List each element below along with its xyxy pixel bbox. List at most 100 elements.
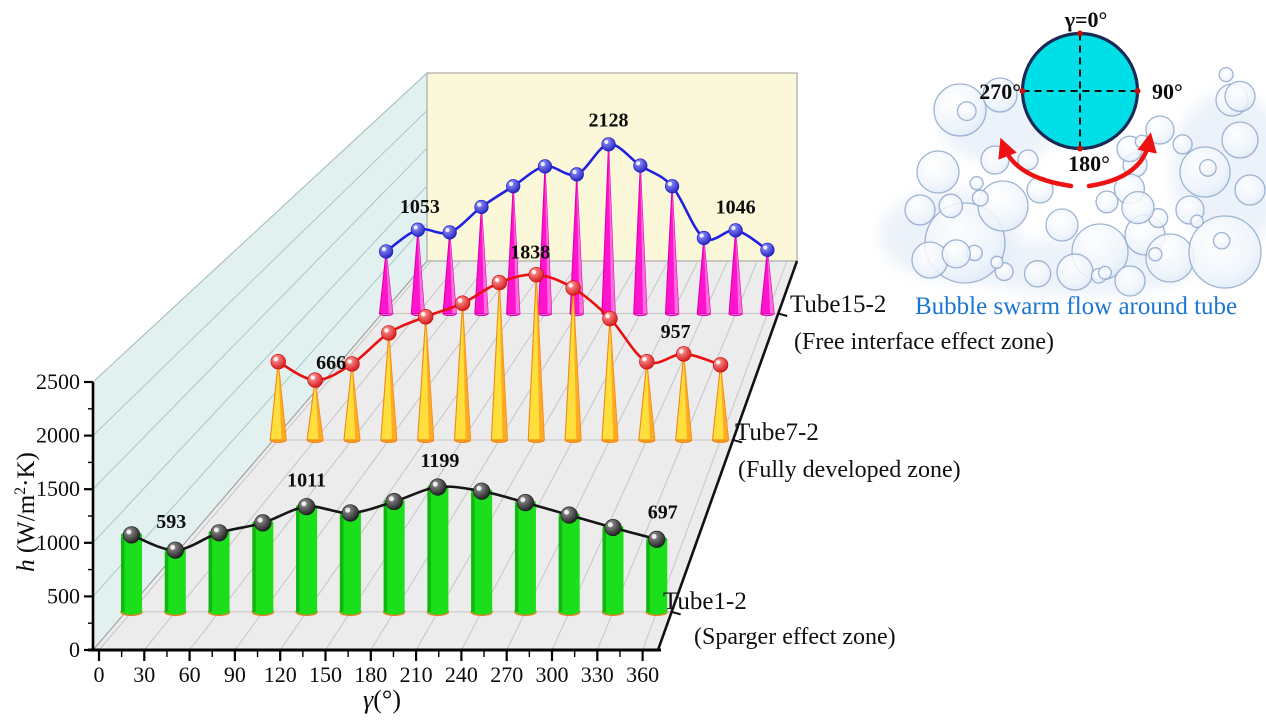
cone-facet: [573, 287, 582, 440]
bar-shade: [602, 529, 606, 612]
marker-highlight: [520, 497, 526, 503]
depth-axis-tick: [671, 610, 681, 616]
bubble: [1145, 115, 1175, 145]
y-tick-label: 2500: [36, 369, 80, 394]
bubble: [1023, 260, 1052, 288]
bubble: [1188, 215, 1262, 289]
marker-highlight: [509, 181, 514, 187]
data-point-marker: [712, 357, 729, 373]
inset-angle-label-270: 270°: [979, 79, 1021, 104]
bubble: [990, 255, 1004, 269]
bubble: [1045, 208, 1079, 242]
depth-axis-tick: [732, 438, 743, 444]
x-axis-title: γ(°): [363, 685, 401, 714]
bubble-swarm-inset: [880, 30, 1266, 297]
bar-body: [164, 550, 186, 612]
data-point-marker: [639, 354, 655, 370]
bar-body: [252, 522, 274, 612]
bubble: [1148, 247, 1163, 262]
marker-highlight: [477, 202, 482, 207]
marker-highlight: [651, 534, 657, 540]
bar-body: [427, 487, 449, 612]
cone-facet: [576, 174, 584, 314]
bar-shade: [296, 508, 300, 612]
data-point-marker: [601, 137, 616, 152]
bubble: [971, 189, 989, 207]
y-tick-label: 500: [47, 583, 80, 608]
data-point-marker: [166, 541, 184, 559]
data-point-marker: [454, 295, 471, 311]
bar-shade: [646, 541, 650, 612]
axes: 0 30 60 90 120 150 180 210 240 270 300 330 360 0 500 10…: [12, 369, 661, 714]
x-tick-label: 90: [224, 662, 246, 687]
marker-highlight: [763, 245, 768, 250]
x-tick-label: 360: [626, 662, 659, 687]
marker-highlight: [667, 181, 672, 187]
cone-facet: [703, 237, 711, 314]
x-tick-label: 240: [445, 662, 478, 687]
left-wall-gridlines: [92, 72, 428, 597]
bubble: [904, 194, 936, 226]
series-tube15-2: 1053 2128 1046: [378, 109, 775, 317]
marker-highlight: [636, 161, 641, 166]
data-point-marker: [385, 492, 403, 511]
bubble: [1234, 174, 1266, 206]
marker-highlight: [699, 233, 704, 238]
bar-body: [383, 501, 405, 612]
x-tick-label: 270: [490, 662, 523, 687]
data-point-marker: [473, 482, 491, 500]
wall-gridline: [92, 147, 428, 490]
floor-gridline: [506, 260, 699, 651]
cone-facet: [767, 249, 775, 314]
data-point-marker: [442, 225, 457, 240]
data-point-marker: [528, 266, 544, 283]
marker-highlight: [715, 360, 721, 365]
bubble: [938, 193, 964, 219]
cone-facet: [536, 274, 545, 440]
marker-highlight: [301, 501, 307, 507]
marker-highlight: [384, 328, 389, 333]
bar-body: [602, 527, 624, 612]
bubble: [941, 239, 971, 269]
depth-axis-tick: [777, 312, 788, 317]
bar-body: [339, 513, 361, 612]
data-point-marker: [298, 498, 316, 516]
floor-gridline: [460, 260, 669, 651]
series-tube7-2: 666 1838 957: [269, 242, 730, 444]
bubble: [1212, 231, 1231, 250]
cone-facet: [386, 251, 393, 314]
x-tick-label: 60: [179, 662, 201, 687]
depth-axis-line: [656, 260, 799, 651]
data-point-marker: [474, 199, 489, 215]
wall-gridline: [92, 110, 428, 436]
wall-gridline: [92, 223, 428, 597]
bar-shade: [339, 515, 344, 612]
bubble: [1218, 66, 1234, 83]
floor-gridline: [189, 260, 491, 651]
bubble: [1056, 253, 1094, 291]
data-point-marker: [254, 514, 272, 532]
floor-gridline: [596, 260, 758, 651]
angle-marker-dot: [1077, 145, 1083, 152]
floor-gridline: [234, 260, 521, 651]
bar-shade: [427, 489, 431, 612]
data-point-marker: [560, 506, 578, 524]
3d-chart-scene: 1053 2128 1046 666 1838 957 593 1011 1199 697 0 30 6…: [12, 71, 799, 714]
bar-body: [646, 539, 668, 612]
cone-facet: [315, 380, 324, 440]
angle-marker-dot: [1134, 88, 1141, 94]
x-tick-label: 150: [309, 662, 342, 687]
bubble: [977, 180, 1029, 232]
inset-angle-label-0: γ=0°: [1064, 7, 1108, 32]
marker-highlight: [494, 277, 500, 283]
marker-highlight: [679, 349, 684, 354]
y-axis-title: h (W/m2·K): [12, 452, 40, 572]
marker-highlight: [572, 170, 577, 175]
bubble: [1095, 190, 1119, 214]
data-point-marker: [210, 524, 228, 542]
cone-facet: [672, 186, 679, 314]
bar-shade: [514, 504, 519, 612]
y-tick-label: 0: [69, 637, 80, 662]
bubble: [1172, 134, 1193, 155]
